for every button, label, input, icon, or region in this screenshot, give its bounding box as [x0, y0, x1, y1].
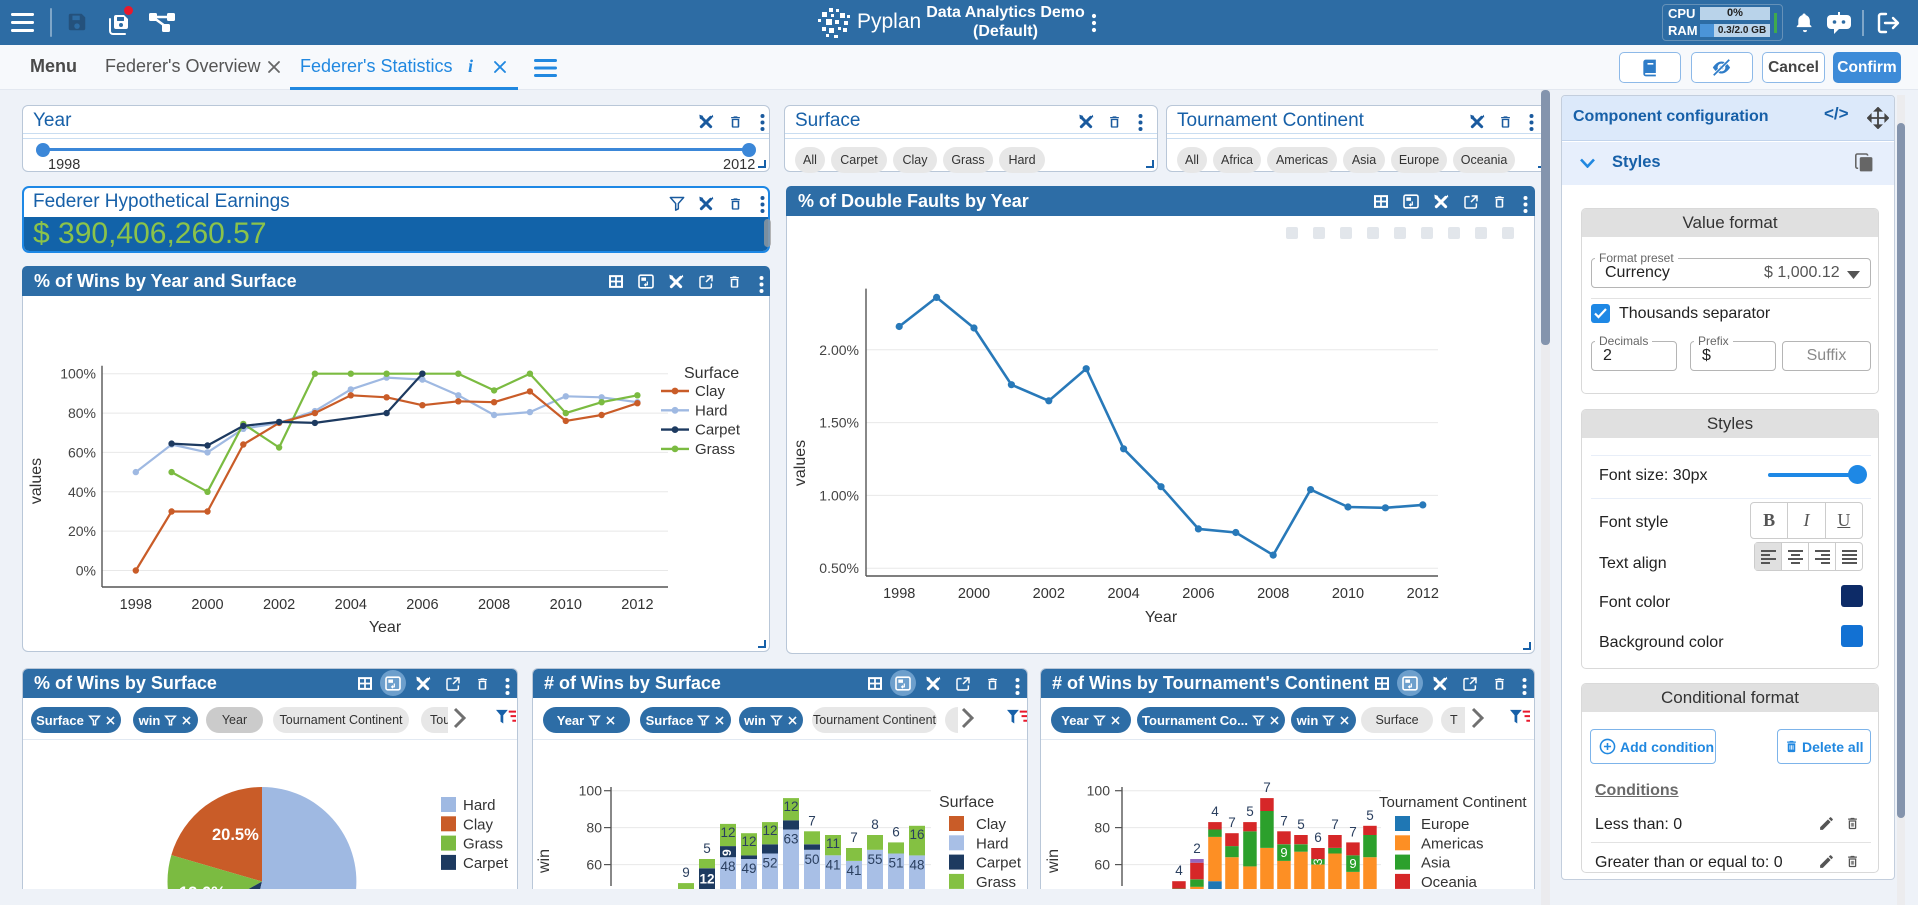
svg-text:win: win [1045, 849, 1062, 874]
svg-text:100: 100 [1087, 783, 1111, 799]
svg-text:7: 7 [1228, 815, 1236, 830]
svg-text:Asia: Asia [1421, 855, 1451, 872]
svg-text:2002: 2002 [1033, 586, 1065, 602]
svg-text:Hard: Hard [695, 402, 728, 419]
svg-text:2000: 2000 [958, 586, 990, 602]
svg-text:2006: 2006 [406, 597, 438, 613]
svg-text:1.50%: 1.50% [819, 415, 859, 431]
svg-text:5: 5 [703, 841, 711, 856]
svg-text:50: 50 [804, 852, 819, 867]
svg-text:80: 80 [1094, 820, 1110, 836]
svg-text:Year: Year [1145, 609, 1178, 626]
svg-text:2004: 2004 [335, 597, 367, 613]
svg-text:41: 41 [825, 857, 840, 872]
svg-text:12.6%: 12.6% [179, 884, 226, 889]
svg-text:60: 60 [1094, 857, 1110, 873]
svg-text:8: 8 [871, 817, 879, 832]
svg-text:0%: 0% [76, 563, 96, 579]
svg-text:Clay: Clay [463, 816, 494, 833]
svg-text:2012: 2012 [1407, 586, 1439, 602]
svg-text:2004: 2004 [1107, 586, 1139, 602]
svg-text:Carpet: Carpet [976, 855, 1022, 872]
svg-text:5: 5 [1246, 804, 1254, 819]
svg-text:5: 5 [1297, 817, 1305, 832]
svg-text:Grass: Grass [463, 836, 503, 853]
svg-text:2012: 2012 [621, 597, 653, 613]
svg-text:1.00%: 1.00% [819, 487, 859, 503]
svg-text:7: 7 [1331, 817, 1339, 832]
svg-text:Grass: Grass [695, 441, 735, 458]
svg-text:80: 80 [586, 820, 602, 836]
svg-text:11: 11 [826, 836, 840, 851]
svg-text:63: 63 [783, 832, 798, 847]
svg-text:Carpet: Carpet [695, 422, 741, 439]
svg-text:6: 6 [892, 824, 900, 839]
svg-text:4: 4 [1211, 804, 1219, 819]
svg-text:52: 52 [762, 856, 777, 871]
svg-text:2.00%: 2.00% [819, 342, 859, 358]
svg-text:49: 49 [741, 861, 756, 876]
svg-text:2006: 2006 [1182, 586, 1214, 602]
svg-text:1998: 1998 [883, 586, 915, 602]
svg-text:Oceania: Oceania [1421, 874, 1478, 889]
svg-text:55: 55 [867, 852, 882, 867]
svg-text:Americas: Americas [1421, 835, 1484, 852]
svg-text:40%: 40% [68, 484, 96, 500]
svg-text:Hard: Hard [976, 835, 1009, 852]
svg-text:values: values [28, 458, 45, 504]
svg-text:48: 48 [909, 857, 924, 872]
svg-text:Year: Year [369, 619, 402, 636]
svg-text:100%: 100% [60, 366, 96, 382]
svg-text:Europe: Europe [1421, 816, 1469, 833]
svg-text:60%: 60% [68, 444, 96, 460]
svg-text:9: 9 [1349, 856, 1356, 871]
svg-text:9: 9 [720, 849, 734, 856]
svg-text:2008: 2008 [1257, 586, 1289, 602]
svg-text:Hard: Hard [463, 797, 496, 814]
svg-text:2002: 2002 [263, 597, 295, 613]
svg-text:20.5%: 20.5% [212, 826, 259, 844]
svg-text:41: 41 [846, 863, 861, 878]
svg-text:win: win [536, 849, 553, 874]
svg-text:7: 7 [1280, 813, 1288, 828]
svg-text:7: 7 [1263, 780, 1271, 795]
svg-text:Surface: Surface [684, 365, 739, 382]
svg-text:16: 16 [909, 827, 924, 842]
svg-text:51: 51 [888, 856, 903, 871]
svg-text:Tournament Continent: Tournament Continent [1379, 794, 1527, 811]
svg-text:12: 12 [699, 871, 714, 886]
svg-text:Clay: Clay [695, 383, 726, 400]
svg-text:2010: 2010 [1332, 586, 1364, 602]
svg-text:20%: 20% [68, 523, 96, 539]
svg-text:7: 7 [850, 830, 858, 845]
svg-text:2: 2 [1193, 841, 1201, 856]
svg-text:2000: 2000 [191, 597, 223, 613]
svg-text:Carpet: Carpet [463, 855, 509, 872]
svg-text:9: 9 [682, 865, 690, 880]
svg-text:7: 7 [808, 813, 816, 828]
svg-text:2008: 2008 [478, 597, 510, 613]
svg-text:60: 60 [586, 857, 602, 873]
svg-text:12: 12 [762, 823, 777, 838]
svg-text:12: 12 [720, 825, 735, 840]
svg-text:Grass: Grass [976, 874, 1016, 889]
svg-text:1998: 1998 [120, 597, 152, 613]
svg-text:0.50%: 0.50% [819, 560, 859, 576]
svg-text:9: 9 [1280, 845, 1287, 860]
svg-text:2010: 2010 [550, 597, 582, 613]
svg-text:3: 3 [1311, 858, 1325, 865]
svg-text:12: 12 [741, 834, 756, 849]
svg-text:5: 5 [1366, 808, 1374, 823]
svg-text:4: 4 [1175, 863, 1183, 878]
svg-text:values: values [792, 440, 809, 486]
svg-text:12: 12 [783, 799, 798, 814]
svg-text:48: 48 [720, 859, 735, 874]
svg-text:6: 6 [1314, 830, 1322, 845]
svg-text:80%: 80% [68, 405, 96, 421]
svg-text:Surface: Surface [939, 794, 994, 811]
svg-text:100: 100 [579, 783, 603, 799]
svg-text:Clay: Clay [976, 816, 1007, 833]
svg-text:7: 7 [1349, 824, 1357, 839]
